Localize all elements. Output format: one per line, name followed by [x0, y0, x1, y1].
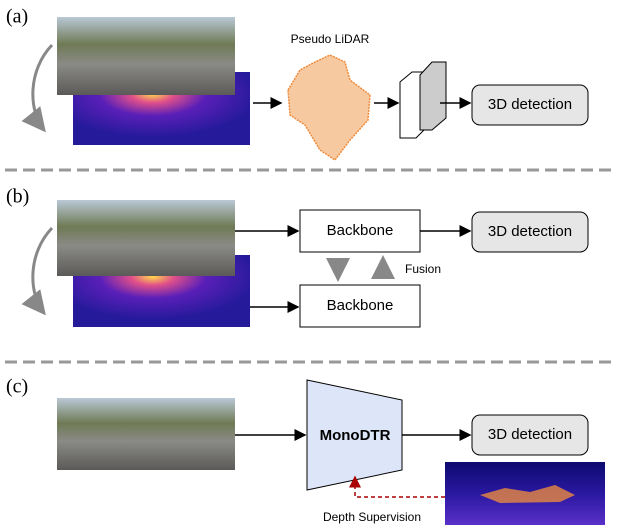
depth-points: [480, 485, 575, 503]
panel-label: (b): [6, 186, 29, 208]
output-label: 3D detection: [488, 426, 572, 443]
output-box: [471, 414, 589, 456]
photo: [57, 17, 235, 95]
curved-arrow: [21, 226, 54, 316]
backbone-label: Backbone: [327, 297, 394, 314]
output-box: [471, 84, 589, 126]
output-box: [471, 211, 589, 253]
panel-label: (a): [6, 6, 28, 28]
supervision-arrow: [349, 475, 445, 498]
backbone-label: Backbone: [327, 222, 394, 239]
annotation: Pseudo LiDAR: [291, 32, 370, 46]
network-block: [419, 61, 447, 131]
model-label: MonoDTR: [320, 427, 391, 444]
model-block: [306, 379, 403, 491]
annotation: Depth Supervision: [323, 510, 421, 524]
panel-label: (c): [6, 376, 28, 398]
curved-arrow: [21, 43, 54, 133]
backbone-box: [299, 284, 421, 328]
point-cloud: [287, 54, 371, 162]
backbone-box: [299, 209, 421, 253]
output-label: 3D detection: [488, 223, 572, 240]
photo: [57, 398, 235, 470]
photo: [57, 200, 235, 276]
annotation: Fusion: [405, 262, 441, 276]
output-label: 3D detection: [488, 96, 572, 113]
